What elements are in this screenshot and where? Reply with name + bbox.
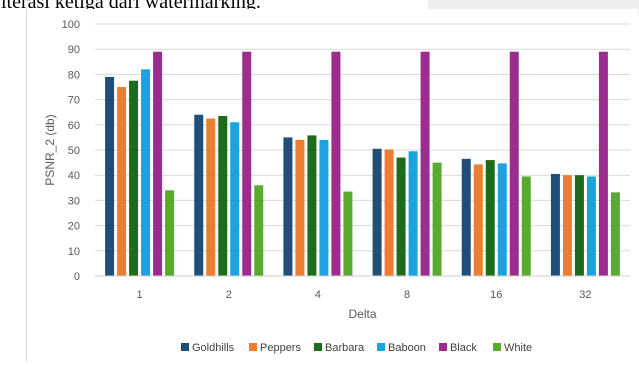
- bar-white-16: [521, 176, 531, 276]
- bar-black-8: [420, 51, 430, 276]
- y-tick-label: 20: [68, 221, 80, 233]
- legend: Goldhills Peppers Barbara Baboon Black White: [181, 342, 532, 354]
- bar-barbara-4: [307, 135, 317, 276]
- bar-barbara-8: [396, 157, 406, 276]
- bar-peppers-32: [562, 175, 572, 276]
- x-tick-label: 16: [490, 289, 502, 301]
- legend-label: Baboon: [388, 342, 426, 354]
- x-tick-label: 1: [137, 289, 143, 301]
- bar-goldhills-32: [550, 173, 560, 276]
- x-tick-label: 4: [315, 289, 321, 301]
- x-tick-label: 32: [579, 289, 591, 301]
- legend-swatch-peppers: [249, 343, 257, 351]
- y-tick-label: 10: [68, 246, 80, 258]
- bar-baboon-2: [230, 122, 240, 276]
- y-tick-label: 60: [68, 120, 80, 132]
- bars: [105, 51, 620, 276]
- bar-black-4: [331, 51, 341, 276]
- y-axis-ticks: 0 10 20 30 40 50 60 70 80 90 100: [62, 19, 80, 283]
- grid-lines: [95, 23, 630, 252]
- bar-black-1: [153, 51, 163, 276]
- x-axis-title: Delta: [348, 307, 376, 321]
- bar-black-16: [509, 51, 519, 276]
- y-tick-label: 70: [68, 95, 80, 107]
- x-tick-label: 2: [226, 289, 232, 301]
- bar-white-8: [432, 162, 442, 276]
- y-axis-title: PSNR_2 (db): [43, 114, 57, 185]
- bar-barbara-1: [129, 80, 139, 276]
- bar-barbara-2: [218, 115, 228, 276]
- legend-swatch-baboon: [377, 343, 385, 351]
- bar-goldhills-8: [372, 148, 382, 276]
- legend-label: Barbara: [325, 342, 365, 354]
- y-tick-label: 100: [62, 19, 80, 31]
- bar-peppers-2: [206, 118, 216, 276]
- bar-baboon-16: [497, 163, 507, 276]
- legend-label: Black: [450, 342, 477, 354]
- legend-swatch-white: [493, 343, 501, 351]
- bar-black-32: [598, 51, 608, 276]
- legend-swatch-goldhills: [181, 343, 189, 351]
- bar-white-2: [254, 185, 264, 276]
- bar-peppers-4: [295, 139, 305, 276]
- bar-barbara-32: [574, 175, 584, 276]
- y-tick-label: 50: [68, 145, 80, 157]
- x-axis-ticks: 1 2 4 8 16 32: [137, 289, 592, 301]
- legend-swatch-black: [439, 343, 447, 351]
- bar-baboon-4: [319, 139, 329, 276]
- y-tick-label: 90: [68, 44, 80, 56]
- bar-baboon-1: [141, 69, 151, 276]
- bar-black-2: [242, 51, 252, 276]
- y-tick-label: 0: [74, 271, 80, 283]
- bar-white-4: [343, 191, 353, 276]
- y-tick-label: 80: [68, 69, 80, 81]
- bar-goldhills-4: [283, 137, 293, 276]
- bar-peppers-1: [117, 87, 127, 276]
- y-tick-label: 30: [68, 195, 80, 207]
- bar-baboon-32: [586, 176, 596, 276]
- bar-peppers-16: [473, 164, 483, 276]
- legend-label: Peppers: [260, 342, 301, 354]
- legend-label: White: [504, 342, 532, 354]
- y-tick-label: 40: [68, 170, 80, 182]
- bar-goldhills-16: [461, 158, 471, 276]
- bar-goldhills-1: [105, 76, 115, 276]
- bar-goldhills-2: [194, 114, 204, 276]
- bar-baboon-8: [408, 151, 418, 276]
- bar-white-1: [165, 190, 175, 276]
- x-tick-label: 8: [404, 289, 410, 301]
- legend-swatch-barbara: [314, 343, 322, 351]
- bar-barbara-16: [485, 160, 495, 276]
- bar-peppers-8: [384, 149, 394, 276]
- bar-white-32: [610, 192, 620, 276]
- legend-label: Goldhills: [192, 342, 235, 354]
